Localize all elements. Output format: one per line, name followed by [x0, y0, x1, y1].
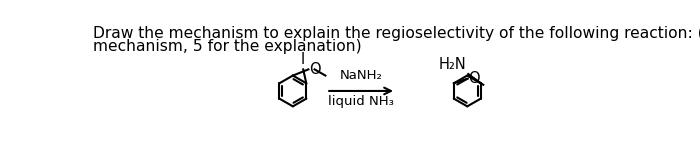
Text: O: O	[468, 71, 480, 86]
Text: I: I	[300, 52, 304, 67]
Text: H₂N: H₂N	[439, 58, 467, 72]
Text: O: O	[309, 62, 321, 77]
Text: Draw the mechanism to explain the regioselectivity of the following reaction: (5: Draw the mechanism to explain the regios…	[93, 26, 700, 41]
Text: liquid NH₃: liquid NH₃	[328, 95, 394, 108]
Text: NaNH₂: NaNH₂	[340, 69, 382, 83]
Text: mechanism, 5 for the explanation): mechanism, 5 for the explanation)	[93, 39, 362, 54]
